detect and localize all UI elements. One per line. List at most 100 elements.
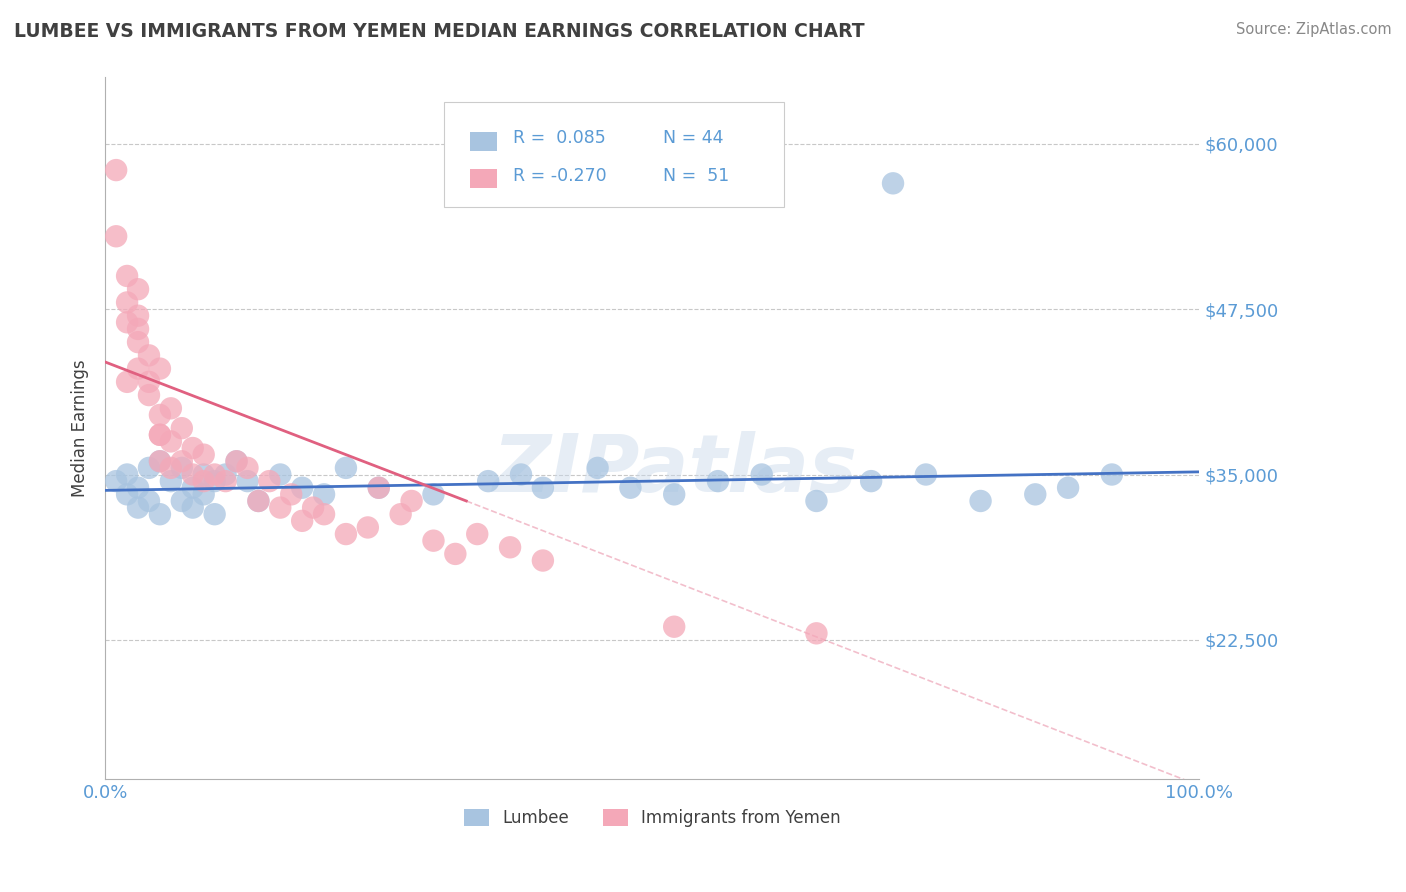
Point <box>477 474 499 488</box>
Point <box>160 401 183 416</box>
Point <box>619 481 641 495</box>
Point <box>193 487 215 501</box>
Point <box>160 434 183 449</box>
Point <box>422 487 444 501</box>
Point <box>115 487 138 501</box>
Point <box>149 427 172 442</box>
Point <box>149 408 172 422</box>
Point <box>138 388 160 402</box>
Point <box>915 467 938 482</box>
Point <box>127 500 149 515</box>
Point <box>181 500 204 515</box>
Point <box>181 441 204 455</box>
Point <box>444 547 467 561</box>
Point <box>969 494 991 508</box>
Point <box>302 500 325 515</box>
Point <box>138 375 160 389</box>
Text: R = -0.270: R = -0.270 <box>513 167 607 185</box>
Point <box>105 163 128 178</box>
Point <box>882 177 904 191</box>
Text: N =  51: N = 51 <box>664 167 730 185</box>
Point <box>115 315 138 329</box>
Point <box>312 507 335 521</box>
Point <box>664 620 686 634</box>
Point <box>193 467 215 482</box>
Point <box>860 474 883 488</box>
Point <box>127 335 149 350</box>
Point <box>247 494 270 508</box>
Point <box>335 527 357 541</box>
Text: LUMBEE VS IMMIGRANTS FROM YEMEN MEDIAN EARNINGS CORRELATION CHART: LUMBEE VS IMMIGRANTS FROM YEMEN MEDIAN E… <box>14 22 865 41</box>
Text: ZIPatlas: ZIPatlas <box>492 431 856 509</box>
Y-axis label: Median Earnings: Median Earnings <box>72 359 89 497</box>
Point <box>357 520 380 534</box>
Point <box>269 500 291 515</box>
Point <box>149 454 172 468</box>
Point <box>586 461 609 475</box>
Point <box>225 454 247 468</box>
Point <box>181 467 204 482</box>
Point <box>389 507 412 521</box>
Bar <box>470 132 496 151</box>
Point <box>367 481 389 495</box>
Point <box>806 494 828 508</box>
Point <box>259 474 281 488</box>
Point <box>1057 481 1080 495</box>
Point <box>291 514 314 528</box>
Point <box>707 474 730 488</box>
Text: R =  0.085: R = 0.085 <box>513 129 606 147</box>
Point <box>105 229 128 244</box>
Point <box>115 375 138 389</box>
Text: Source: ZipAtlas.com: Source: ZipAtlas.com <box>1236 22 1392 37</box>
Point <box>531 553 554 567</box>
Point <box>269 467 291 482</box>
Point <box>806 626 828 640</box>
Point <box>1101 467 1123 482</box>
Point <box>170 454 193 468</box>
Point <box>160 461 183 475</box>
Point <box>170 461 193 475</box>
Point <box>499 541 522 555</box>
Point <box>193 448 215 462</box>
Point <box>204 507 226 521</box>
Point <box>1024 487 1046 501</box>
Point <box>138 461 160 475</box>
Point <box>335 461 357 475</box>
FancyBboxPatch shape <box>444 102 783 207</box>
Point <box>291 481 314 495</box>
Point <box>170 421 193 435</box>
Point <box>105 474 128 488</box>
Point <box>214 474 236 488</box>
Point <box>115 295 138 310</box>
Point <box>127 361 149 376</box>
Point <box>367 481 389 495</box>
Point <box>422 533 444 548</box>
Point <box>236 461 259 475</box>
Point <box>127 481 149 495</box>
Point <box>664 487 686 501</box>
Point <box>751 467 773 482</box>
Point <box>193 474 215 488</box>
Point <box>247 494 270 508</box>
Point <box>510 467 533 482</box>
Point <box>127 282 149 296</box>
Point <box>170 494 193 508</box>
Point <box>204 467 226 482</box>
Point <box>204 474 226 488</box>
Point <box>115 268 138 283</box>
Point <box>214 467 236 482</box>
Point <box>138 348 160 362</box>
Point <box>401 494 423 508</box>
Point <box>115 467 138 482</box>
Point <box>181 481 204 495</box>
Point <box>138 494 160 508</box>
Point <box>127 309 149 323</box>
Legend: Lumbee, Immigrants from Yemen: Lumbee, Immigrants from Yemen <box>457 802 848 834</box>
Point <box>465 527 488 541</box>
Point <box>149 454 172 468</box>
Point <box>160 474 183 488</box>
Point <box>149 427 172 442</box>
Text: N = 44: N = 44 <box>664 129 724 147</box>
Point <box>225 454 247 468</box>
Point <box>236 474 259 488</box>
